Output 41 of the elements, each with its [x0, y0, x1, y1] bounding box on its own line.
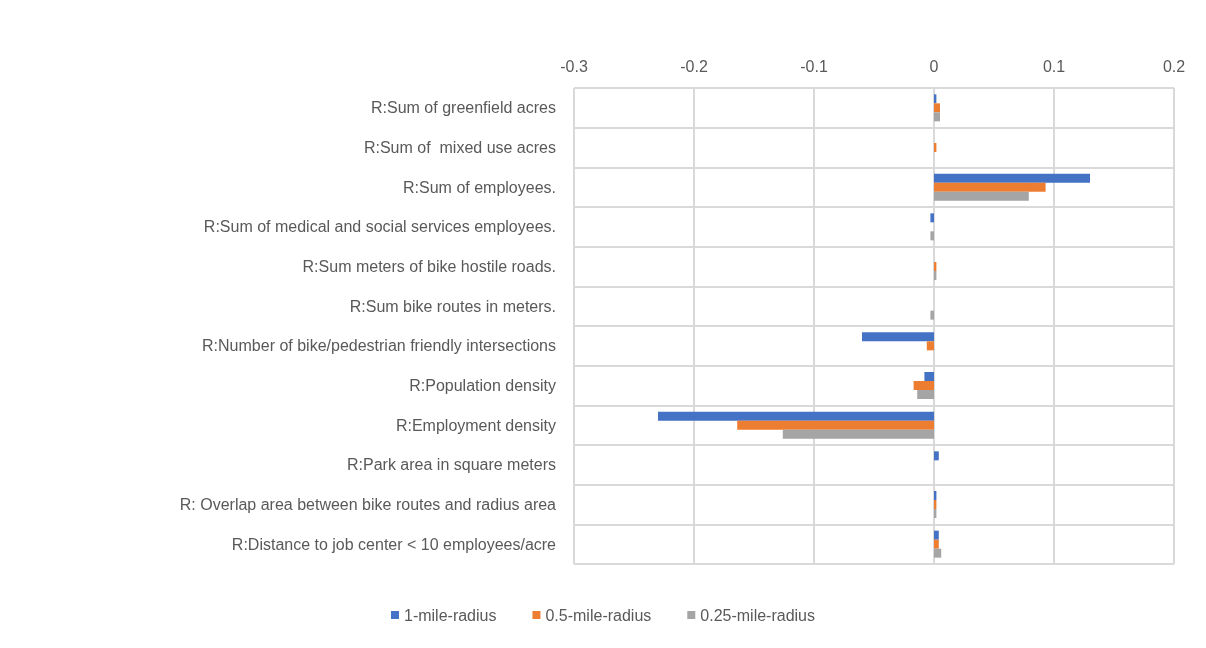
bar [934, 173, 1090, 183]
x-tick-label: 0.1 [1042, 57, 1066, 75]
y-tick-label: R:Sum bike routes in meters. [349, 297, 556, 315]
y-tick-label: R: Overlap area between bike routes and radius area [179, 496, 557, 513]
y-tick-label: R:Park area in square meters [347, 456, 556, 474]
bar [934, 112, 940, 122]
bar [930, 213, 934, 223]
bar [930, 231, 934, 241]
bar [924, 372, 934, 381]
bar [917, 390, 934, 399]
bar [926, 341, 934, 351]
x-tick-label: 0.2 [1162, 57, 1186, 75]
y-tick-label: R:Population density [409, 377, 556, 394]
x-tick-label: -0.1 [800, 57, 828, 75]
bar [737, 420, 934, 430]
bar [934, 530, 939, 540]
bar [934, 103, 940, 113]
bar [658, 411, 934, 421]
legend-label: 0.5-mile-radius [545, 606, 652, 624]
x-tick-label: -0.3 [560, 57, 588, 75]
bar [934, 539, 939, 549]
bar [930, 310, 934, 320]
bar [913, 381, 934, 390]
y-tick-label: R:Distance to job center < 10 employees/acre [231, 535, 557, 553]
y-tick-label: R:Sum meters of bike hostile roads. [302, 258, 556, 275]
y-tick-label: R:Sum of employees. [403, 178, 556, 196]
bar [934, 191, 1029, 201]
legend-label: 0.25-mile-radius [700, 606, 815, 624]
y-tick-label: R:Employment density [395, 416, 556, 434]
legend-label: 1-mile-radius [404, 606, 497, 624]
bar [934, 182, 1046, 192]
y-tick-label: R:Sum of greenfield acres [371, 99, 556, 117]
y-tick-label: R:Sum of mixed use acres [363, 139, 556, 156]
y-tick-label: R:Sum of medical and social services employees. [203, 218, 556, 236]
bar [782, 429, 934, 439]
y-tick-label: R:Number of bike/pedestrian friendly intersections [202, 337, 556, 355]
bar [862, 332, 934, 342]
bar [934, 548, 942, 558]
x-tick-label: 0 [929, 57, 939, 75]
x-tick-label: -0.2 [680, 57, 708, 75]
bar [934, 451, 939, 461]
